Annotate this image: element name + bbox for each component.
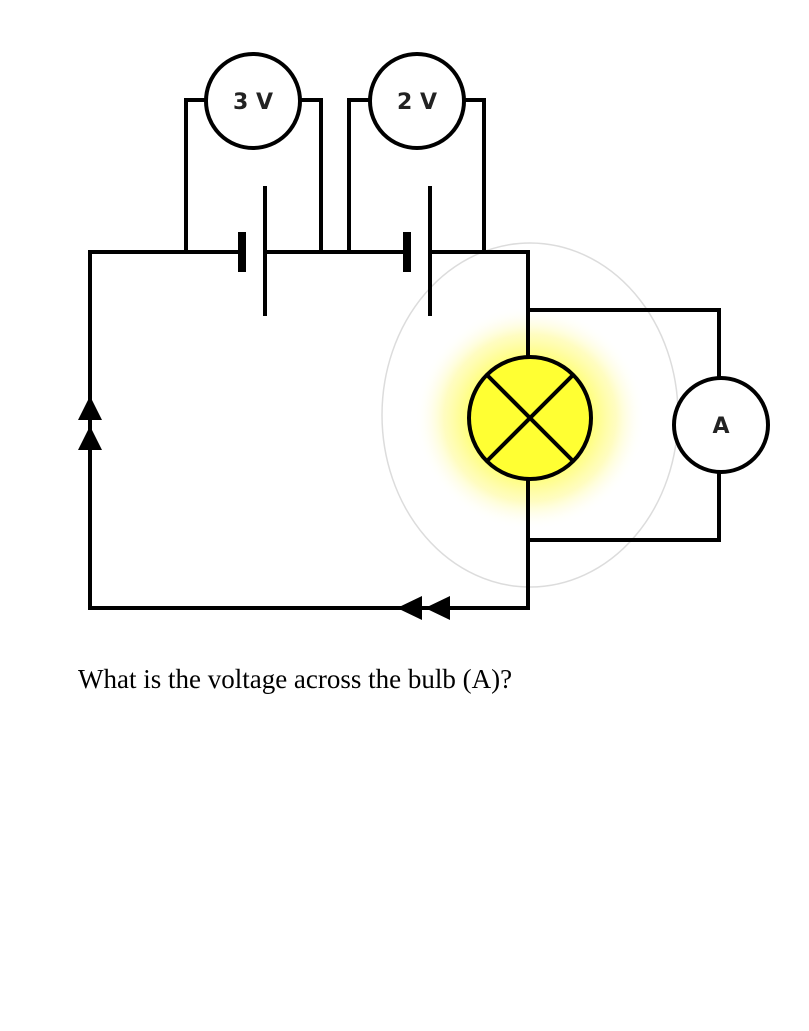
battery-cell-2: [403, 186, 432, 316]
voltmeter-1-right-lead: [297, 98, 323, 254]
bulb: [467, 355, 593, 481]
bottom-wire: [88, 476, 530, 610]
ammeter: A: [672, 376, 770, 474]
voltmeter-2-label: 2 V: [397, 90, 437, 115]
ammeter-label: A: [712, 414, 729, 439]
ammeter-bottom-lead: [526, 470, 721, 542]
current-arrows-bottom: [397, 596, 450, 620]
question-text: What is the voltage across the bulb (A)?: [78, 664, 513, 694]
voltmeter-1-label: 3 V: [233, 90, 273, 115]
voltmeter-2-right-lead: [460, 98, 486, 254]
battery-cell-1: [238, 186, 267, 316]
current-arrows-left: [78, 396, 102, 450]
ammeter-top-lead: [526, 308, 721, 380]
voltmeter-1-left-lead: [184, 98, 209, 254]
voltmeter-1: 3 V: [204, 52, 302, 150]
top-wire-right: [428, 250, 530, 362]
voltmeter-2: 2 V: [368, 52, 466, 150]
voltmeter-2-left-lead: [347, 98, 374, 254]
circuit-diagram: 3 V 2 V A: [78, 52, 770, 620]
